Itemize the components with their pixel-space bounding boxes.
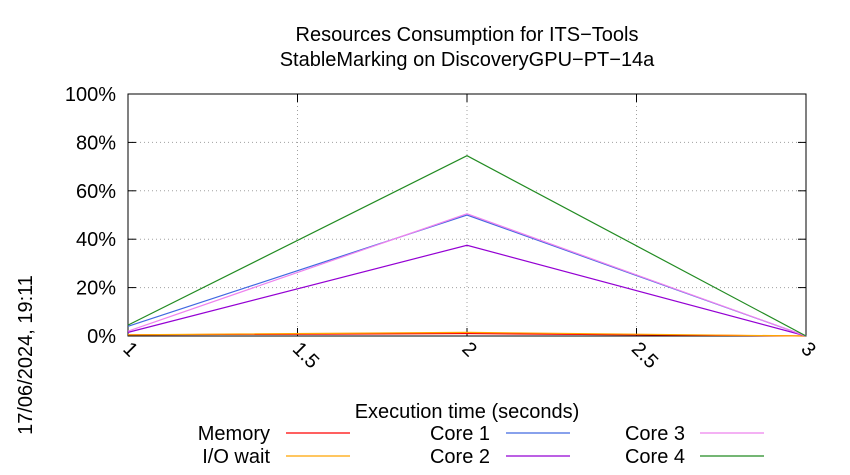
timestamp-label: 17/06/2024, 19:11 xyxy=(15,275,37,435)
axis-layer: 0% 20% 40% 60% 80% 100% 1 1.5 2 2.5 3 xyxy=(65,84,820,373)
y-tick-label: 0% xyxy=(87,326,116,348)
grid-layer xyxy=(128,94,806,336)
y-tick-label: 100% xyxy=(65,84,116,106)
series-line-core-2 xyxy=(127,244,807,337)
x-axis-label: Execution time (seconds) xyxy=(355,401,580,423)
x-tick-label: 2.5 xyxy=(627,338,662,373)
x-tick-label: 1.5 xyxy=(288,338,323,373)
y-tick-label: 20% xyxy=(76,278,116,300)
series-line-i-o-wait xyxy=(127,331,807,337)
legend-label-memory: Memory xyxy=(198,423,270,445)
legend-label-core-3: Core 3 xyxy=(625,423,685,445)
y-tick-label: 80% xyxy=(76,132,116,154)
x-tick-label: 1 xyxy=(118,338,141,361)
legend-label-core-1: Core 1 xyxy=(430,423,490,445)
x-tick-label: 3 xyxy=(796,338,819,361)
chart-title: Resources Consumption for ITS−Tools xyxy=(296,24,639,46)
x-tick-label: 2 xyxy=(457,338,480,361)
legend-label-core-4: Core 4 xyxy=(625,446,685,468)
series-line-core-4 xyxy=(127,155,807,337)
series-line-core-1 xyxy=(127,214,807,337)
y-tick-label: 60% xyxy=(76,181,116,203)
series-layer xyxy=(127,155,807,337)
chart-subtitle: StableMarking on DiscoveryGPU−PT−14a xyxy=(280,49,655,71)
series-line-core-3 xyxy=(127,213,807,337)
y-tick-label: 40% xyxy=(76,229,116,251)
legend-label-core-2: Core 2 xyxy=(430,446,490,468)
plot-frame xyxy=(127,93,807,337)
legend-label-i-o-wait: I/O wait xyxy=(202,446,270,468)
